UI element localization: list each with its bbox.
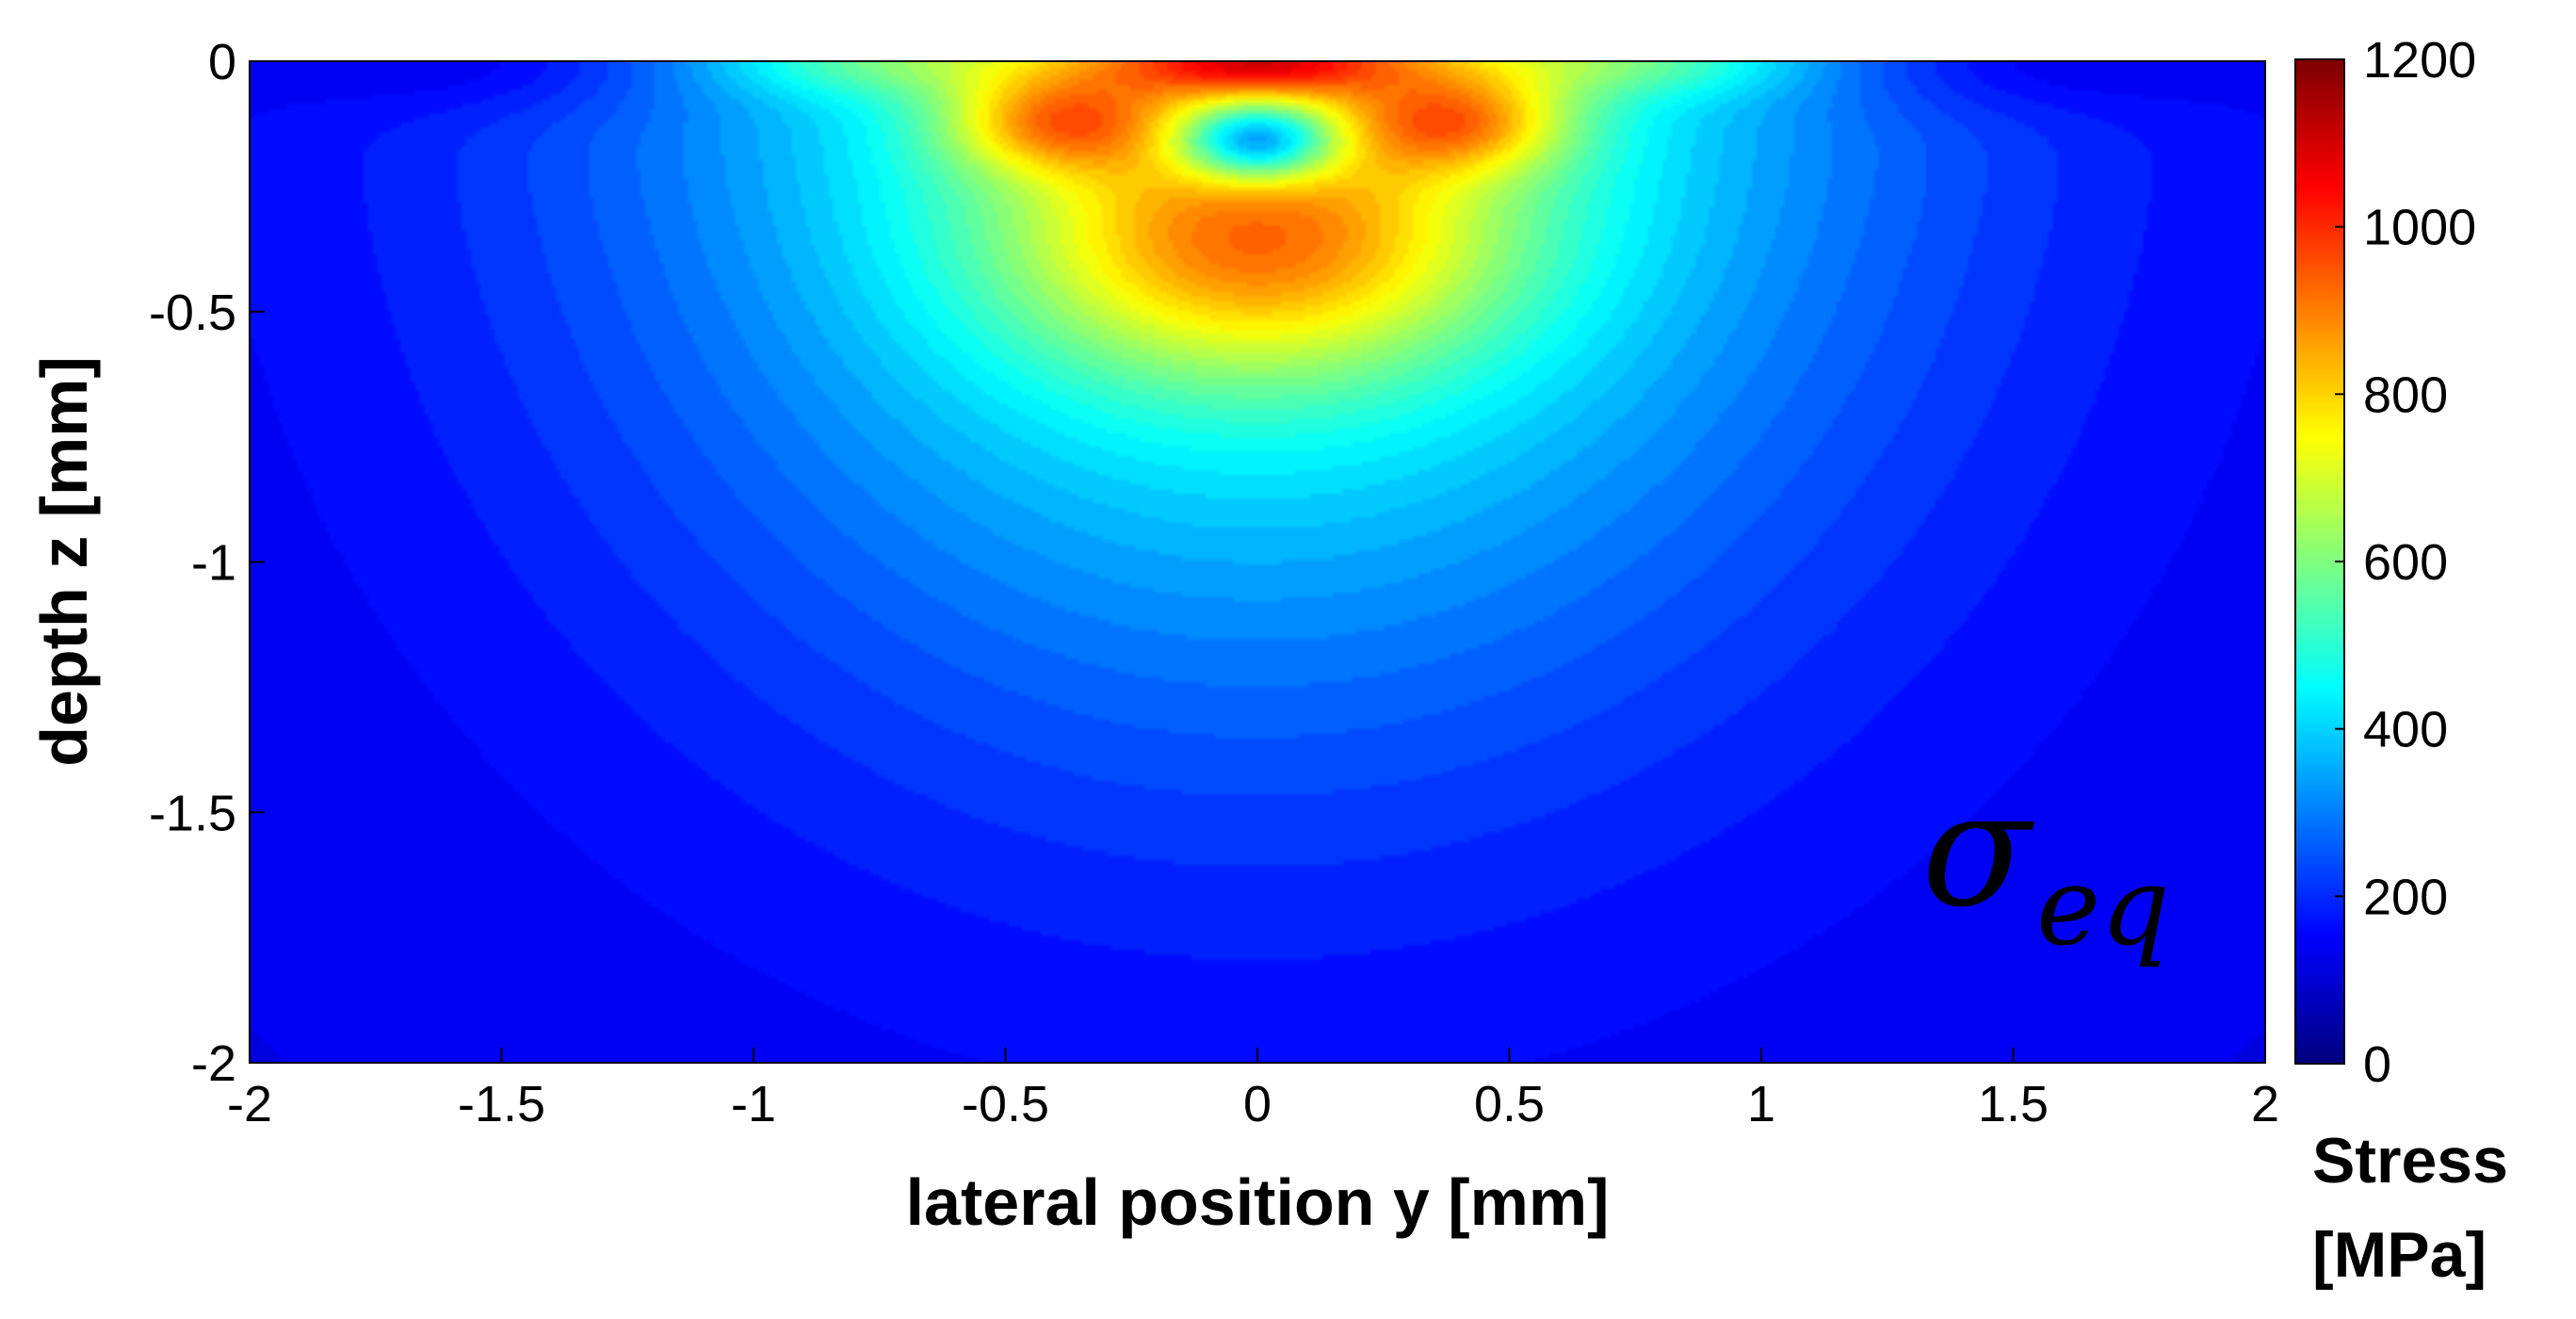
x-tick-label: -2	[227, 1076, 272, 1132]
sigma-symbol: σ	[1921, 757, 2034, 943]
sigma-eq-annotation: σeq	[1921, 757, 2170, 970]
y-tick-label: -1.5	[149, 785, 236, 841]
colorbar-tick-label: 1000	[2363, 200, 2476, 256]
x-tick-label: 1	[1747, 1076, 1775, 1132]
colorbar-tick-label: 800	[2363, 366, 2448, 423]
y-tick-label: -2	[191, 1035, 236, 1092]
x-tick-label: 2	[2251, 1076, 2279, 1132]
x-axis-title: lateral position y [mm]	[906, 1165, 1610, 1239]
heatmap-image	[250, 61, 2265, 1063]
y-axis-ticks: 0 -0.5 -1 -1.5 -2	[149, 34, 265, 1092]
y-tick-label: -0.5	[149, 285, 236, 341]
colorbar-tick-label: 1200	[2363, 32, 2476, 89]
y-tick-label: 0	[208, 34, 236, 90]
x-axis-ticks: -2 -1.5 -1 -0.5 0 0.5 1 1.5 2	[227, 1048, 2279, 1132]
x-tick-label: 0.5	[1474, 1076, 1545, 1132]
x-tick-label: 1.5	[1978, 1076, 2049, 1132]
colorbar-ticks: 0 200 400 600 800 1000 1200	[2335, 32, 2476, 1093]
x-tick-label: 0	[1243, 1076, 1272, 1132]
colorbar-tick-label: 600	[2363, 534, 2448, 591]
colorbar-label-line1: Stress	[2312, 1125, 2508, 1197]
x-tick-label: -1.5	[458, 1076, 545, 1132]
colorbar-tick-label: 200	[2363, 869, 2448, 925]
sigma-subscript: eq	[2036, 844, 2170, 970]
colorbar-tick-label: 0	[2363, 1036, 2391, 1093]
heatmap-area	[250, 61, 2265, 1063]
colorbar-tick-label: 400	[2363, 702, 2448, 758]
y-axis-title: depth z [mm]	[27, 356, 101, 767]
colorbar: 0 200 400 600 800 1000 1200 Stress [MPa]	[2294, 32, 2508, 1291]
x-tick-label: -1	[731, 1076, 776, 1132]
y-tick-label: -1	[191, 535, 236, 592]
colorbar-label-line2: [MPa]	[2312, 1219, 2487, 1291]
x-tick-label: -0.5	[962, 1076, 1049, 1132]
